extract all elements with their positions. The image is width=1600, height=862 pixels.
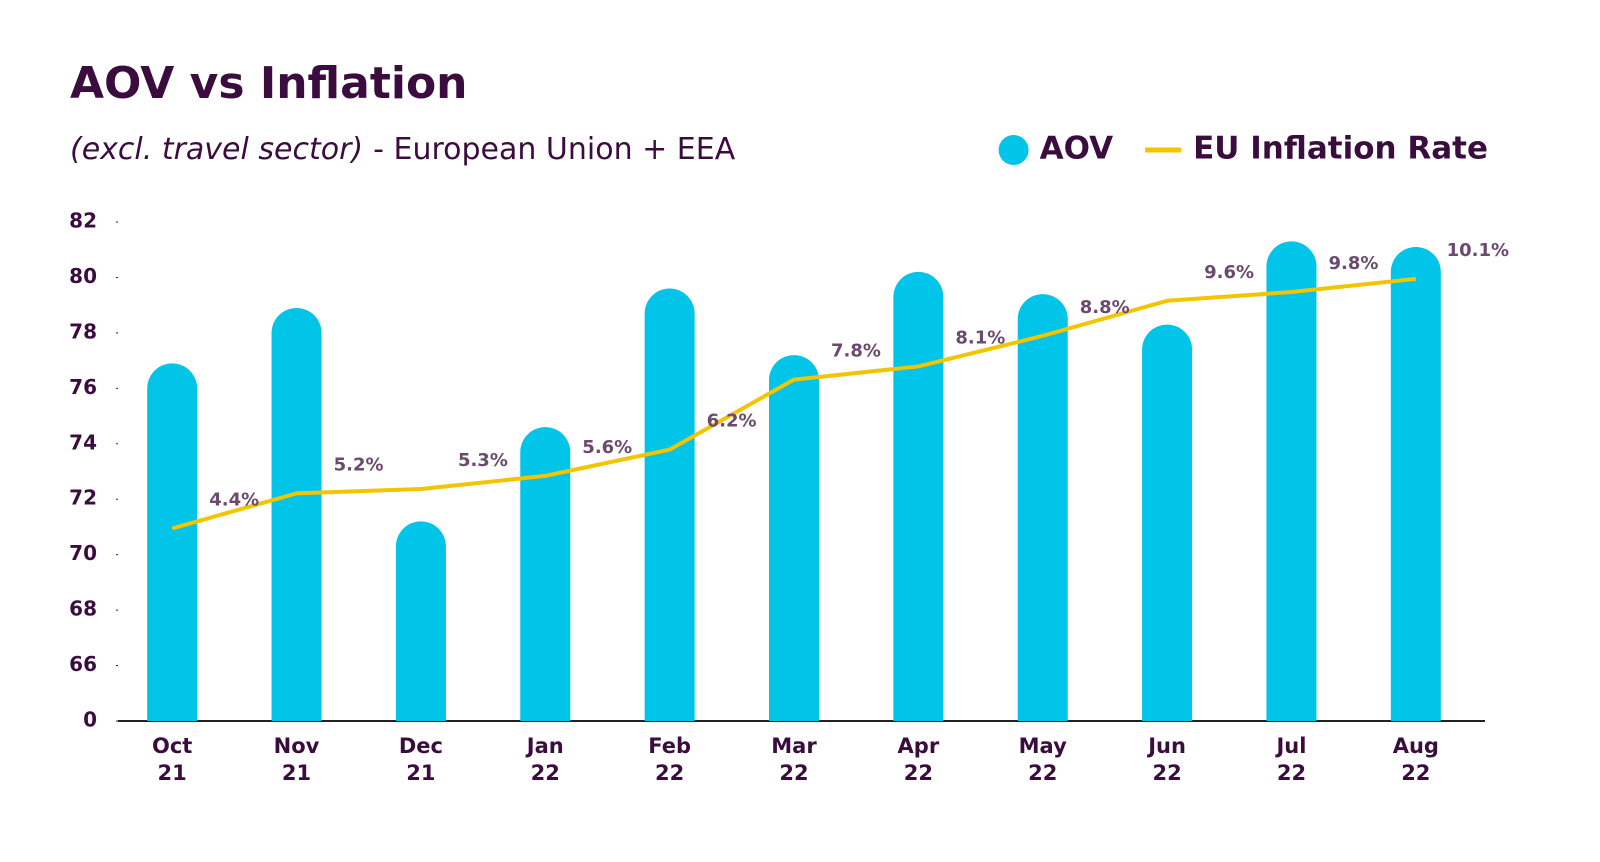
- x-tick-label: Jun 22: [1148, 734, 1186, 785]
- y-tick-label: 74: [69, 430, 97, 454]
- bar: [1142, 324, 1193, 721]
- x-tick-label: Feb 22: [648, 734, 692, 785]
- legend-swatch: [998, 135, 1029, 165]
- x-tick-label: Nov 21: [273, 734, 320, 785]
- data-label: 7.8%: [831, 341, 881, 362]
- legend-label: EU Inflation Rate: [1193, 131, 1488, 167]
- y-tick-label: 82: [69, 209, 97, 233]
- bar: [271, 307, 322, 721]
- data-label: 5.2%: [334, 454, 384, 475]
- data-label: 6.2%: [707, 411, 757, 432]
- bar: [644, 288, 695, 721]
- bar: [893, 271, 944, 721]
- data-label: 9.8%: [1328, 253, 1378, 274]
- bar: [1017, 294, 1068, 721]
- x-tick-label: Jul 22: [1276, 734, 1307, 785]
- line: [171, 276, 1417, 531]
- bar: [769, 355, 819, 721]
- y-tick-label: 68: [69, 597, 97, 621]
- data-label: 8.1%: [955, 327, 1005, 348]
- bar: [395, 521, 446, 721]
- legend-label: AOV: [1040, 131, 1114, 167]
- chart-subtitle: (excl. travel sector) - European Union + …: [70, 132, 736, 167]
- y-tick-label: 0: [83, 708, 97, 732]
- x-tick-label: Dec 21: [398, 734, 443, 785]
- bar: [1266, 241, 1317, 722]
- x-tick-label: May 22: [1018, 734, 1067, 785]
- data-label: 10.1%: [1447, 240, 1509, 261]
- data-label: 9.6%: [1204, 262, 1254, 283]
- x-tick-label: Apr 22: [897, 734, 940, 785]
- data-label: 8.8%: [1080, 297, 1130, 318]
- y-tick-label: 66: [69, 652, 97, 676]
- data-label: 5.6%: [582, 437, 632, 458]
- x-tick-label: Mar 22: [771, 734, 817, 785]
- x-tick-label: Aug 22: [1392, 734, 1439, 785]
- data-label: 4.4%: [209, 489, 259, 510]
- y-tick-label: 80: [69, 264, 97, 288]
- y-tick-label: 70: [69, 541, 97, 565]
- y-tick-label: 76: [69, 375, 97, 399]
- y-tick-label: 78: [69, 319, 97, 343]
- subtitle-note: (excl. travel sector): [70, 132, 363, 167]
- chart-title: AOV vs Inflation: [70, 58, 468, 109]
- bar: [520, 427, 571, 721]
- y-tick-label: 72: [69, 486, 97, 510]
- x-tick-label: Oct 21: [152, 734, 193, 785]
- x-tick-label: Jan 22: [526, 734, 564, 785]
- subtitle: - European Union + EEA: [373, 132, 736, 167]
- bar: [147, 363, 198, 721]
- bar: [1390, 246, 1441, 721]
- data-label: 5.3%: [458, 450, 508, 471]
